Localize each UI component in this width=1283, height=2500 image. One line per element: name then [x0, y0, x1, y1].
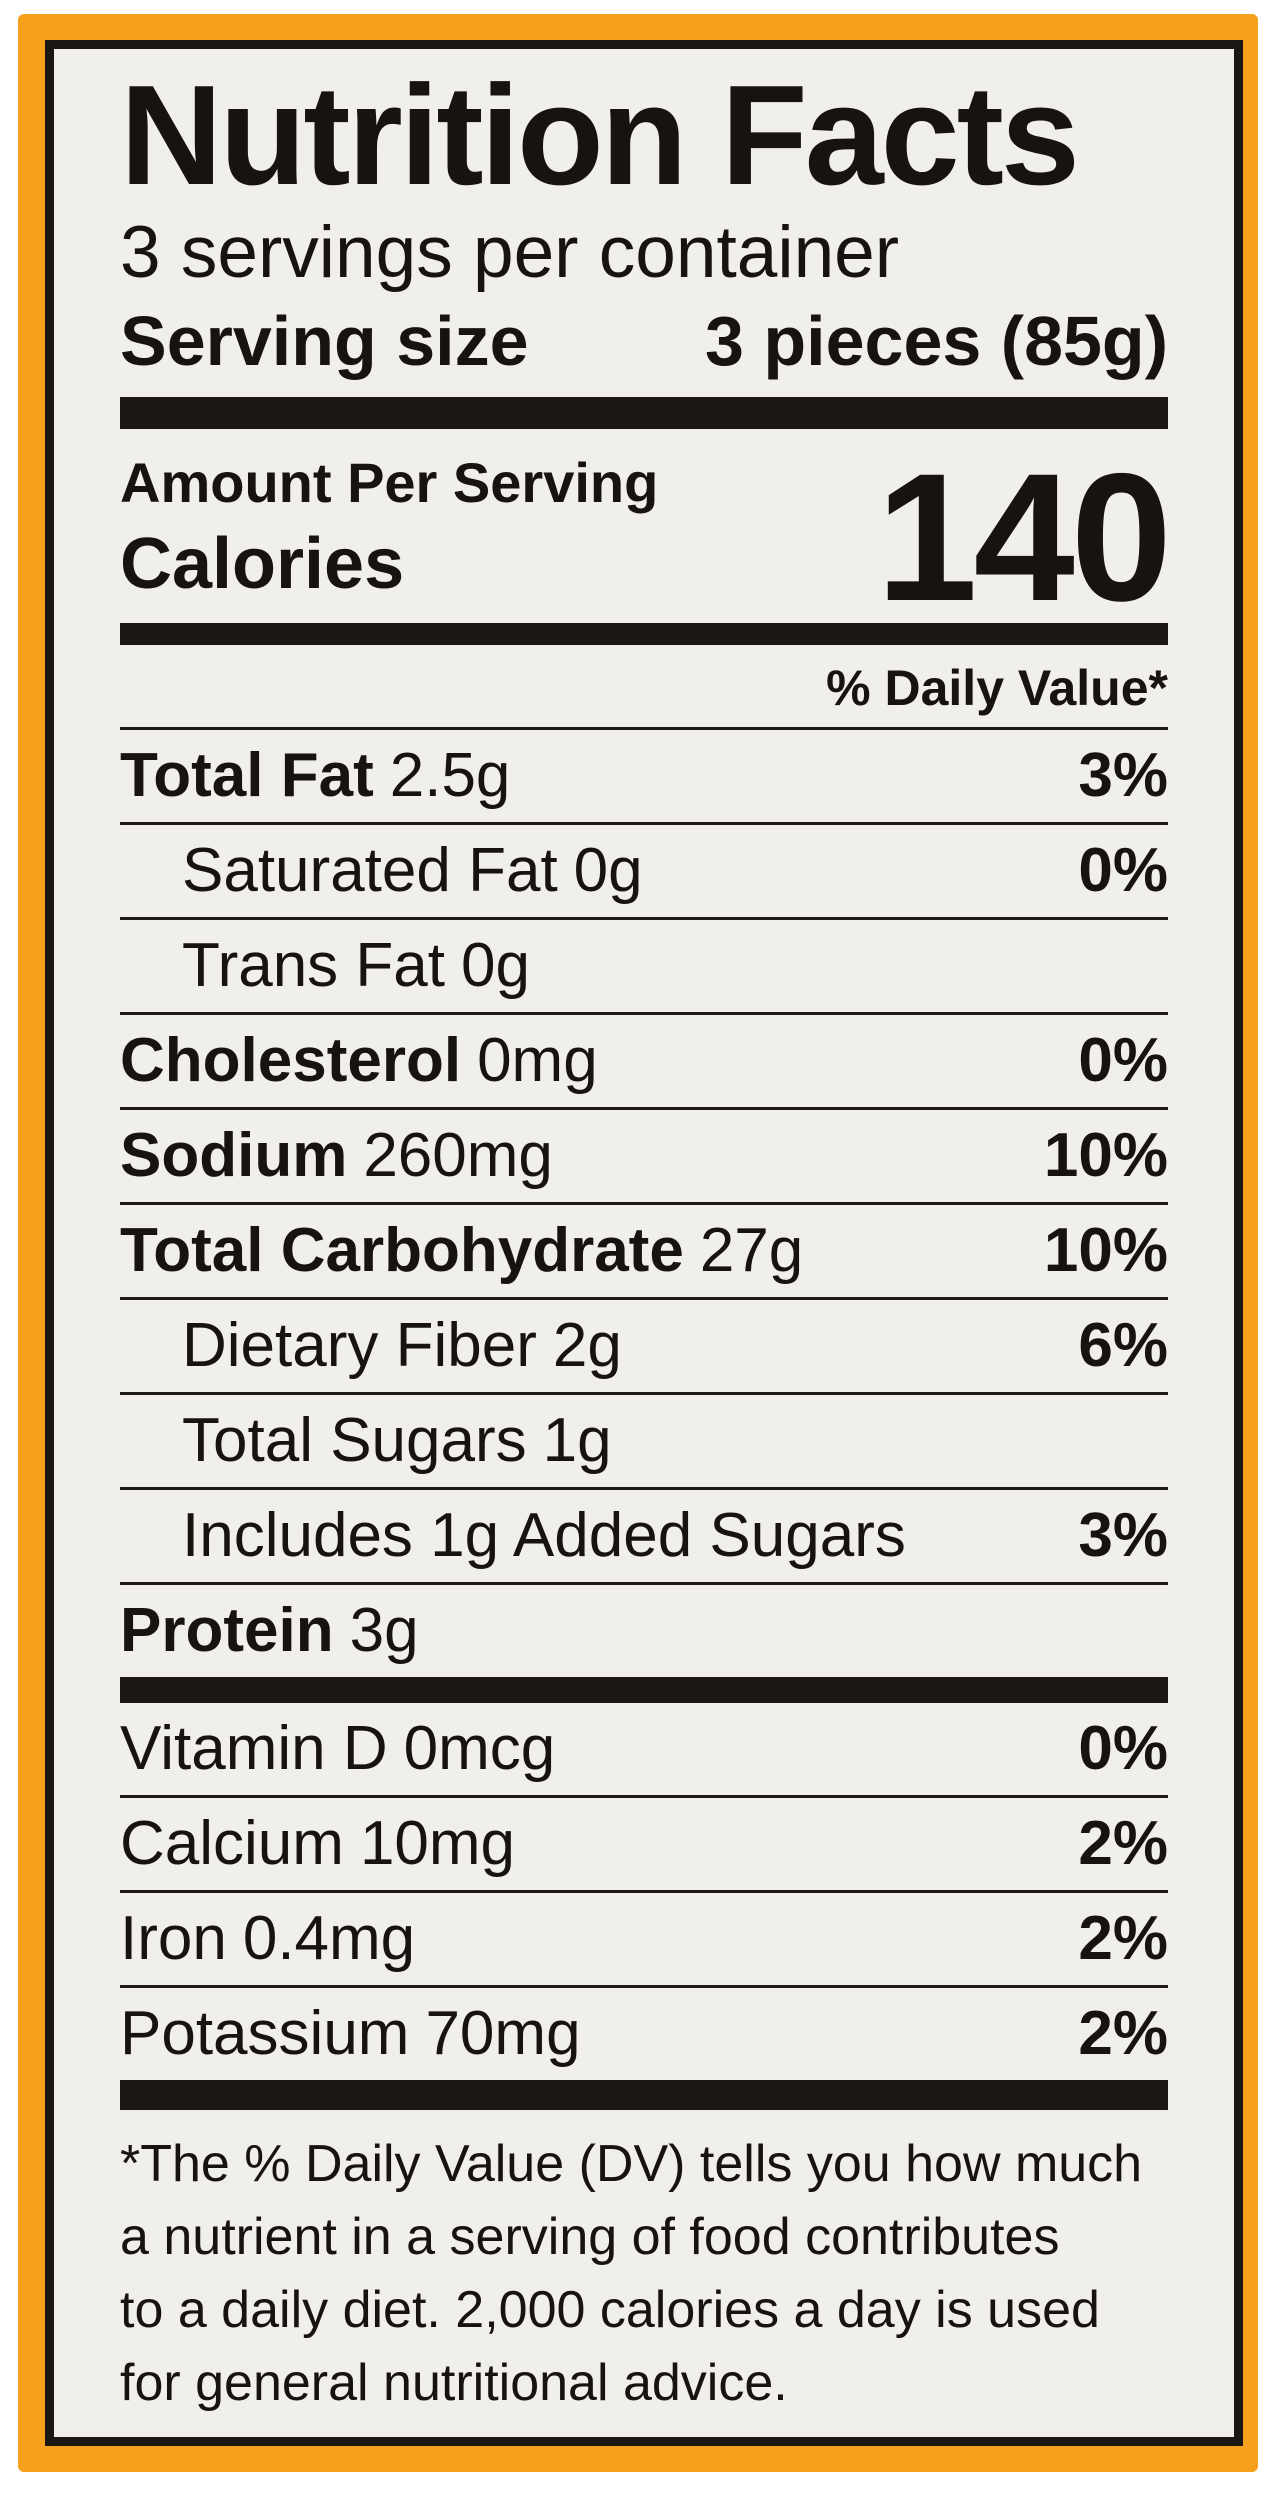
- amount-per-serving-label: Amount Per Serving: [120, 451, 659, 514]
- row-iron: Iron 0.4mg 2%: [120, 1890, 1168, 1985]
- nutrient-name: Saturated Fat: [182, 836, 558, 905]
- nutrient-amount: 70mg: [425, 1999, 581, 2068]
- nutrient-dv: 2%: [1078, 1904, 1168, 1973]
- serving-size-label: Serving size: [120, 302, 529, 380]
- nutrient-name: Protein: [120, 1596, 334, 1665]
- serving-size-value: 3 pieces (85g): [705, 302, 1168, 380]
- nutrition-facts-title: Nutrition Facts: [120, 56, 1080, 215]
- nutrient-amount: 260mg: [363, 1121, 553, 1190]
- nutrient-amount: 0g: [461, 931, 530, 1000]
- row-added-sugars: Includes 1g Added Sugars 3%: [120, 1487, 1168, 1582]
- serving-size-row: Serving size 3 pieces (85g): [120, 299, 1168, 383]
- row-trans-fat: Trans Fat 0g: [120, 917, 1168, 1012]
- vitamin-rows: Vitamin D 0mcg 0% Calcium 10mg 2% Iron 0.4m…: [120, 1703, 1168, 2080]
- nutrition-facts-panel: Nutrition Facts 3 servings per container…: [45, 40, 1243, 2446]
- row-potassium: Potassium 70mg 2%: [120, 1985, 1168, 2080]
- row-vitamin-d: Vitamin D 0mcg 0%: [120, 1703, 1168, 1795]
- nutrient-name: Trans Fat: [182, 931, 445, 1000]
- row-dietary-fiber: Dietary Fiber 2g 6%: [120, 1297, 1168, 1392]
- nutrient-dv: 3%: [1078, 1501, 1168, 1570]
- row-protein: Protein 3g: [120, 1582, 1168, 1677]
- calories-label: Calories: [120, 524, 405, 604]
- medium-divider: [120, 623, 1168, 645]
- row-saturated-fat: Saturated Fat 0g 0%: [120, 822, 1168, 917]
- nutrient-amount: 1g: [542, 1406, 612, 1475]
- nutrient-name: Sodium: [120, 1121, 348, 1190]
- nutrient-amount: 0mcg: [403, 1714, 556, 1783]
- footnote-line: *The % Daily Value (DV) tells you how mu…: [120, 2135, 1143, 2193]
- row-sodium: Sodium 260mg 10%: [120, 1107, 1168, 1202]
- row-cholesterol: Cholesterol 0mg 0%: [120, 1012, 1168, 1107]
- nutrient-amount: 27g: [699, 1216, 804, 1285]
- servings-per-container: 3 servings per container: [120, 212, 900, 293]
- nutrient-name: Includes 1g Added Sugars: [182, 1501, 906, 1570]
- nutrient-dv: 3%: [1078, 741, 1168, 810]
- row-calcium: Calcium 10mg 2%: [120, 1795, 1168, 1890]
- nutrient-dv: 6%: [1078, 1311, 1168, 1380]
- nutrient-amount: 2.5g: [389, 741, 511, 810]
- nutrient-amount: 0mg: [477, 1026, 598, 1095]
- nutrient-name: Total Fat: [120, 741, 374, 810]
- row-total-fat: Total Fat 2.5g 3%: [120, 730, 1168, 822]
- nutrient-dv: 10%: [1043, 1216, 1168, 1285]
- nutrient-rows: Total Fat 2.5g 3% Saturated Fat 0g 0% Tran…: [120, 730, 1168, 1677]
- nutrient-name: Cholesterol: [120, 1026, 462, 1095]
- label-orange-border: Nutrition Facts 3 servings per container…: [18, 14, 1258, 2472]
- nutrient-amount: 0.4mg: [242, 1904, 416, 1973]
- thick-divider: [120, 1677, 1168, 1703]
- nutrient-dv: 10%: [1043, 1121, 1168, 1190]
- nutrient-dv: 0%: [1078, 1026, 1168, 1095]
- nutrient-dv: 0%: [1078, 1714, 1168, 1783]
- row-total-carbohydrate: Total Carbohydrate 27g 10%: [120, 1202, 1168, 1297]
- thick-divider: [120, 2080, 1168, 2110]
- footnote-line: a nutrient in a serving of food contribu…: [120, 2208, 1060, 2266]
- footnote-line: to a daily diet. 2,000 calories a day is…: [120, 2281, 1100, 2339]
- nutrient-amount: 3g: [349, 1596, 419, 1665]
- nutrient-name: Calcium: [120, 1809, 344, 1878]
- nutrient-amount: 2g: [552, 1311, 622, 1380]
- row-total-sugars: Total Sugars 1g: [120, 1392, 1168, 1487]
- nutrient-amount: 0g: [573, 836, 643, 905]
- footnote-line: for general nutritional advice.: [120, 2354, 788, 2412]
- nutrient-dv: 2%: [1078, 1809, 1168, 1878]
- nutrient-name: Vitamin D: [120, 1714, 388, 1783]
- daily-value-footnote: *The % Daily Value (DV) tells you how mu…: [120, 2128, 1168, 2420]
- nutrient-name: Total Sugars: [182, 1406, 527, 1475]
- nutrient-name: Potassium: [120, 1999, 410, 2068]
- nutrient-dv: 0%: [1078, 836, 1168, 905]
- nutrient-name: Total Carbohydrate: [120, 1216, 684, 1285]
- daily-value-header: % Daily Value*: [120, 645, 1168, 730]
- nutrient-dv: 2%: [1078, 1999, 1168, 2068]
- calories-value: 140: [876, 435, 1172, 639]
- nutrient-amount: 10mg: [359, 1809, 516, 1878]
- thick-divider: [120, 397, 1168, 429]
- nutrient-name: Iron: [120, 1904, 227, 1973]
- nutrient-name: Dietary Fiber: [182, 1311, 537, 1380]
- calories-section: Amount Per Serving Calories 140: [120, 429, 1172, 639]
